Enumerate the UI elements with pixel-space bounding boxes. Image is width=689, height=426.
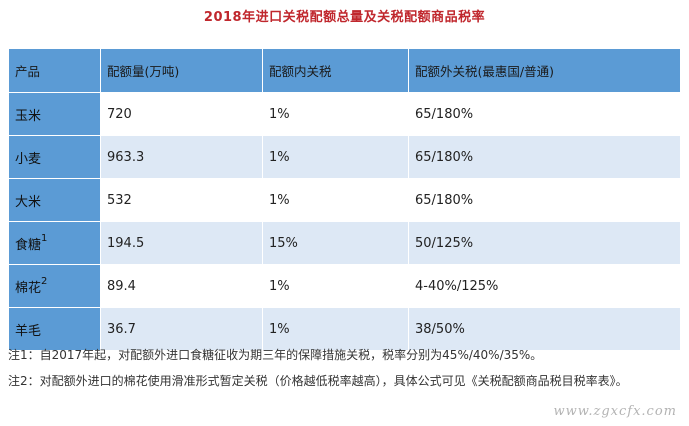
product-name: 棉花 <box>15 280 42 296</box>
in-quota-cell: 1% <box>262 307 409 351</box>
out-quota-cell: 65/180% <box>408 135 681 179</box>
quota-cell: 89.4 <box>100 264 263 308</box>
page-title: 2018年进口关税配额总量及关税配额商品税率 <box>203 10 486 25</box>
table-row: 棉花2 89.4 1% 4-40%/125% <box>8 264 681 308</box>
table-header-row: 产品 配额量(万吨) 配额内关税 配额外关税(最惠国/普通) <box>8 48 681 93</box>
table-row: 大米 532 1% 65/180% <box>8 178 681 222</box>
footnote-2: 注2：对配额外进口的棉花使用滑准形式暂定关税（价格越低税率越高），具体公式可见《… <box>8 374 628 388</box>
in-quota-cell: 1% <box>262 178 409 222</box>
footnote-marker: 1 <box>41 233 48 245</box>
out-quota-cell: 65/180% <box>408 178 681 222</box>
product-cell: 大米 <box>8 178 101 222</box>
out-quota-cell: 4-40%/125% <box>408 264 681 308</box>
header-product: 产品 <box>8 48 101 93</box>
product-name: 大米 <box>15 194 42 210</box>
quota-cell: 194.5 <box>100 221 263 265</box>
out-quota-cell: 38/50% <box>408 307 681 351</box>
table-row: 小麦 963.3 1% 65/180% <box>8 135 681 179</box>
header-in-quota-tariff: 配额内关税 <box>262 48 409 93</box>
product-name: 玉米 <box>15 108 42 124</box>
product-name: 食糖 <box>15 237 42 253</box>
header-out-quota-tariff: 配额外关税(最惠国/普通) <box>408 48 681 93</box>
product-cell: 棉花2 <box>8 264 101 308</box>
product-cell: 羊毛 <box>8 307 101 351</box>
product-cell: 玉米 <box>8 92 101 136</box>
product-name: 小麦 <box>15 151 42 167</box>
out-quota-cell: 50/125% <box>408 221 681 265</box>
in-quota-cell: 15% <box>262 221 409 265</box>
site-watermark: www.zgxcfx.com <box>553 404 677 419</box>
quota-cell: 720 <box>100 92 263 136</box>
table-row: 玉米 720 1% 65/180% <box>8 92 681 136</box>
quota-cell: 963.3 <box>100 135 263 179</box>
product-cell: 食糖1 <box>8 221 101 265</box>
tariff-quota-table: 产品 配额量(万吨) 配额内关税 配额外关税(最惠国/普通) 玉米 720 1%… <box>8 48 681 351</box>
footnote-marker: 2 <box>41 276 48 288</box>
product-cell: 小麦 <box>8 135 101 179</box>
in-quota-cell: 1% <box>262 92 409 136</box>
table-row: 羊毛 36.7 1% 38/50% <box>8 307 681 351</box>
footnote-1: 注1：自2017年起，对配额外进口食糖征收为期三年的保障措施关税，税率分别为45… <box>8 348 543 362</box>
header-quota: 配额量(万吨) <box>100 48 263 93</box>
in-quota-cell: 1% <box>262 264 409 308</box>
out-quota-cell: 65/180% <box>408 92 681 136</box>
quota-cell: 532 <box>100 178 263 222</box>
product-name: 羊毛 <box>15 323 42 339</box>
table-row: 食糖1 194.5 15% 50/125% <box>8 221 681 265</box>
in-quota-cell: 1% <box>262 135 409 179</box>
